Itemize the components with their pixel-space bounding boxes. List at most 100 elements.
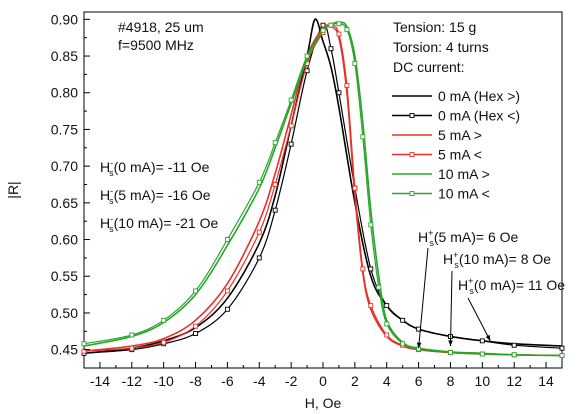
field-note: H-s(0 mA)= -11 Oe [100,158,210,178]
series-marker [256,255,262,261]
dc-current-annotation: DC current: [393,59,465,75]
y-axis-title: |R| [5,181,21,198]
series-marker [352,185,358,191]
series-marker [328,46,334,52]
series-marker [368,266,374,272]
x-tick-label: -2 [285,373,298,389]
series-marker [224,237,230,242]
series-marker [256,229,262,235]
y-tick-label: 0.65 [51,195,78,211]
legend-marker [409,191,415,196]
arrow-head [448,340,453,346]
legend: 0 mA (Hex >) 0 mA (Hex <) 5 mA > 5 mA < 10 m… [392,88,520,202]
series-marker [336,90,342,96]
series-marker [129,332,135,338]
legend-marker [409,152,415,157]
y-tick-label: 0.80 [51,85,78,101]
field-note: H-s(5 mA)= -16 Oe [100,186,211,206]
y-tick-label: 0.75 [51,121,78,137]
arrow-line [418,247,429,349]
y-tick-label: 0.85 [51,48,78,64]
x-tick-label: -12 [122,373,142,389]
legend-label: 5 mA < [438,147,482,163]
y-tick-label: 0.70 [51,158,78,174]
series-marker [272,207,278,213]
series-marker [368,303,374,309]
field-note: H-s(10 mA)= -21 Oe [100,214,218,234]
series-marker [511,352,517,358]
series-marker [479,351,485,357]
series-marker [384,303,390,309]
series-marker [193,288,198,294]
series-marker [81,341,87,347]
x-tick-label: 2 [351,373,359,389]
plot-frame [83,11,563,369]
field-note: H+ s(10 mA)= 8 Oe [443,250,551,270]
left-field-notes: H-s(0 mA)= -11 Oe H-s(5 mA)= -16 Oe H-s(10… [100,158,218,234]
series-marker [559,353,565,358]
series-marker [368,222,374,228]
series-marker [384,332,390,338]
series-marker [336,21,342,27]
curve-layer [81,18,565,358]
x-tick-label: 4 [383,373,391,389]
series-marker [320,27,326,33]
right-field-notes: H+ s(5 mA)= 6 OeH+ s(10 mA)= 8 Oe H+ s(0 mA)… [416,228,565,349]
x-tick-label: 12 [506,373,522,389]
series-marker [304,53,310,59]
series-marker [344,82,350,88]
legend-label: 10 mA < [438,186,490,202]
series-marker [256,179,262,185]
frequency-annotation: f=9500 MHz [118,37,194,53]
x-tick-label: 0 [319,373,327,389]
series-marker [161,317,167,323]
series-marker [272,140,278,146]
x-tick-label: 10 [475,373,491,389]
legend-label: 0 mA (Hex <) [438,108,520,124]
y-axis: 0.45 0.50 0.55 0.60 0.65 0.70 0.75 0.80 0.85 0.90 [51,11,90,358]
field-note: H+ s(0 mA)= 11 Oe [458,276,565,296]
series-marker [400,341,406,347]
field-note: H+ s(5 mA)= 6 Oe [418,228,519,248]
series-marker [479,338,485,344]
y-tick-label: 0.90 [51,11,78,27]
series-marker [272,182,278,187]
legend-label: 0 mA (Hex >) [438,88,520,104]
y-tick-label: 0.45 [51,342,78,358]
series-marker [224,288,230,294]
series-marker [360,134,366,140]
series-marker [81,348,87,354]
series-marker [344,27,350,33]
x-axis-title: H, Oe [305,395,342,411]
x-tick-label: -14 [90,373,110,389]
series-marker [328,22,334,28]
series-marker [288,141,294,147]
series-marker [288,97,294,103]
x-tick-label: 14 [538,373,554,389]
series-marker [129,345,135,351]
series-marker [360,266,366,272]
x-tick-label: 8 [447,373,455,389]
x-tick-label: -8 [189,373,202,389]
torsion-annotation: Torsion: 4 turns [393,39,489,55]
y-tick-label: 0.60 [51,232,78,248]
y-tick-label: 0.55 [51,268,78,284]
series-marker [448,350,453,356]
x-tick-label: -10 [154,373,174,389]
tension-annotation: Tension: 15 g [393,19,476,35]
series-marker [193,323,198,329]
legend-label: 5 mA > [438,127,482,143]
y-tick-label: 0.50 [51,305,78,321]
x-tick-label: -6 [221,373,234,389]
x-axis: -14 -12 -10 -8 -6 -4 -2 0 2 4 6 8 10 12 14 [83,362,563,389]
x-tick-label: 6 [415,373,423,389]
arrow-line [449,270,453,346]
legend-marker [409,113,415,118]
series-marker [336,31,342,37]
legend-label: 10 mA > [438,166,490,182]
series-marker [161,339,167,345]
series-marker [193,331,198,336]
series-marker [400,317,406,323]
series-marker [288,123,294,129]
